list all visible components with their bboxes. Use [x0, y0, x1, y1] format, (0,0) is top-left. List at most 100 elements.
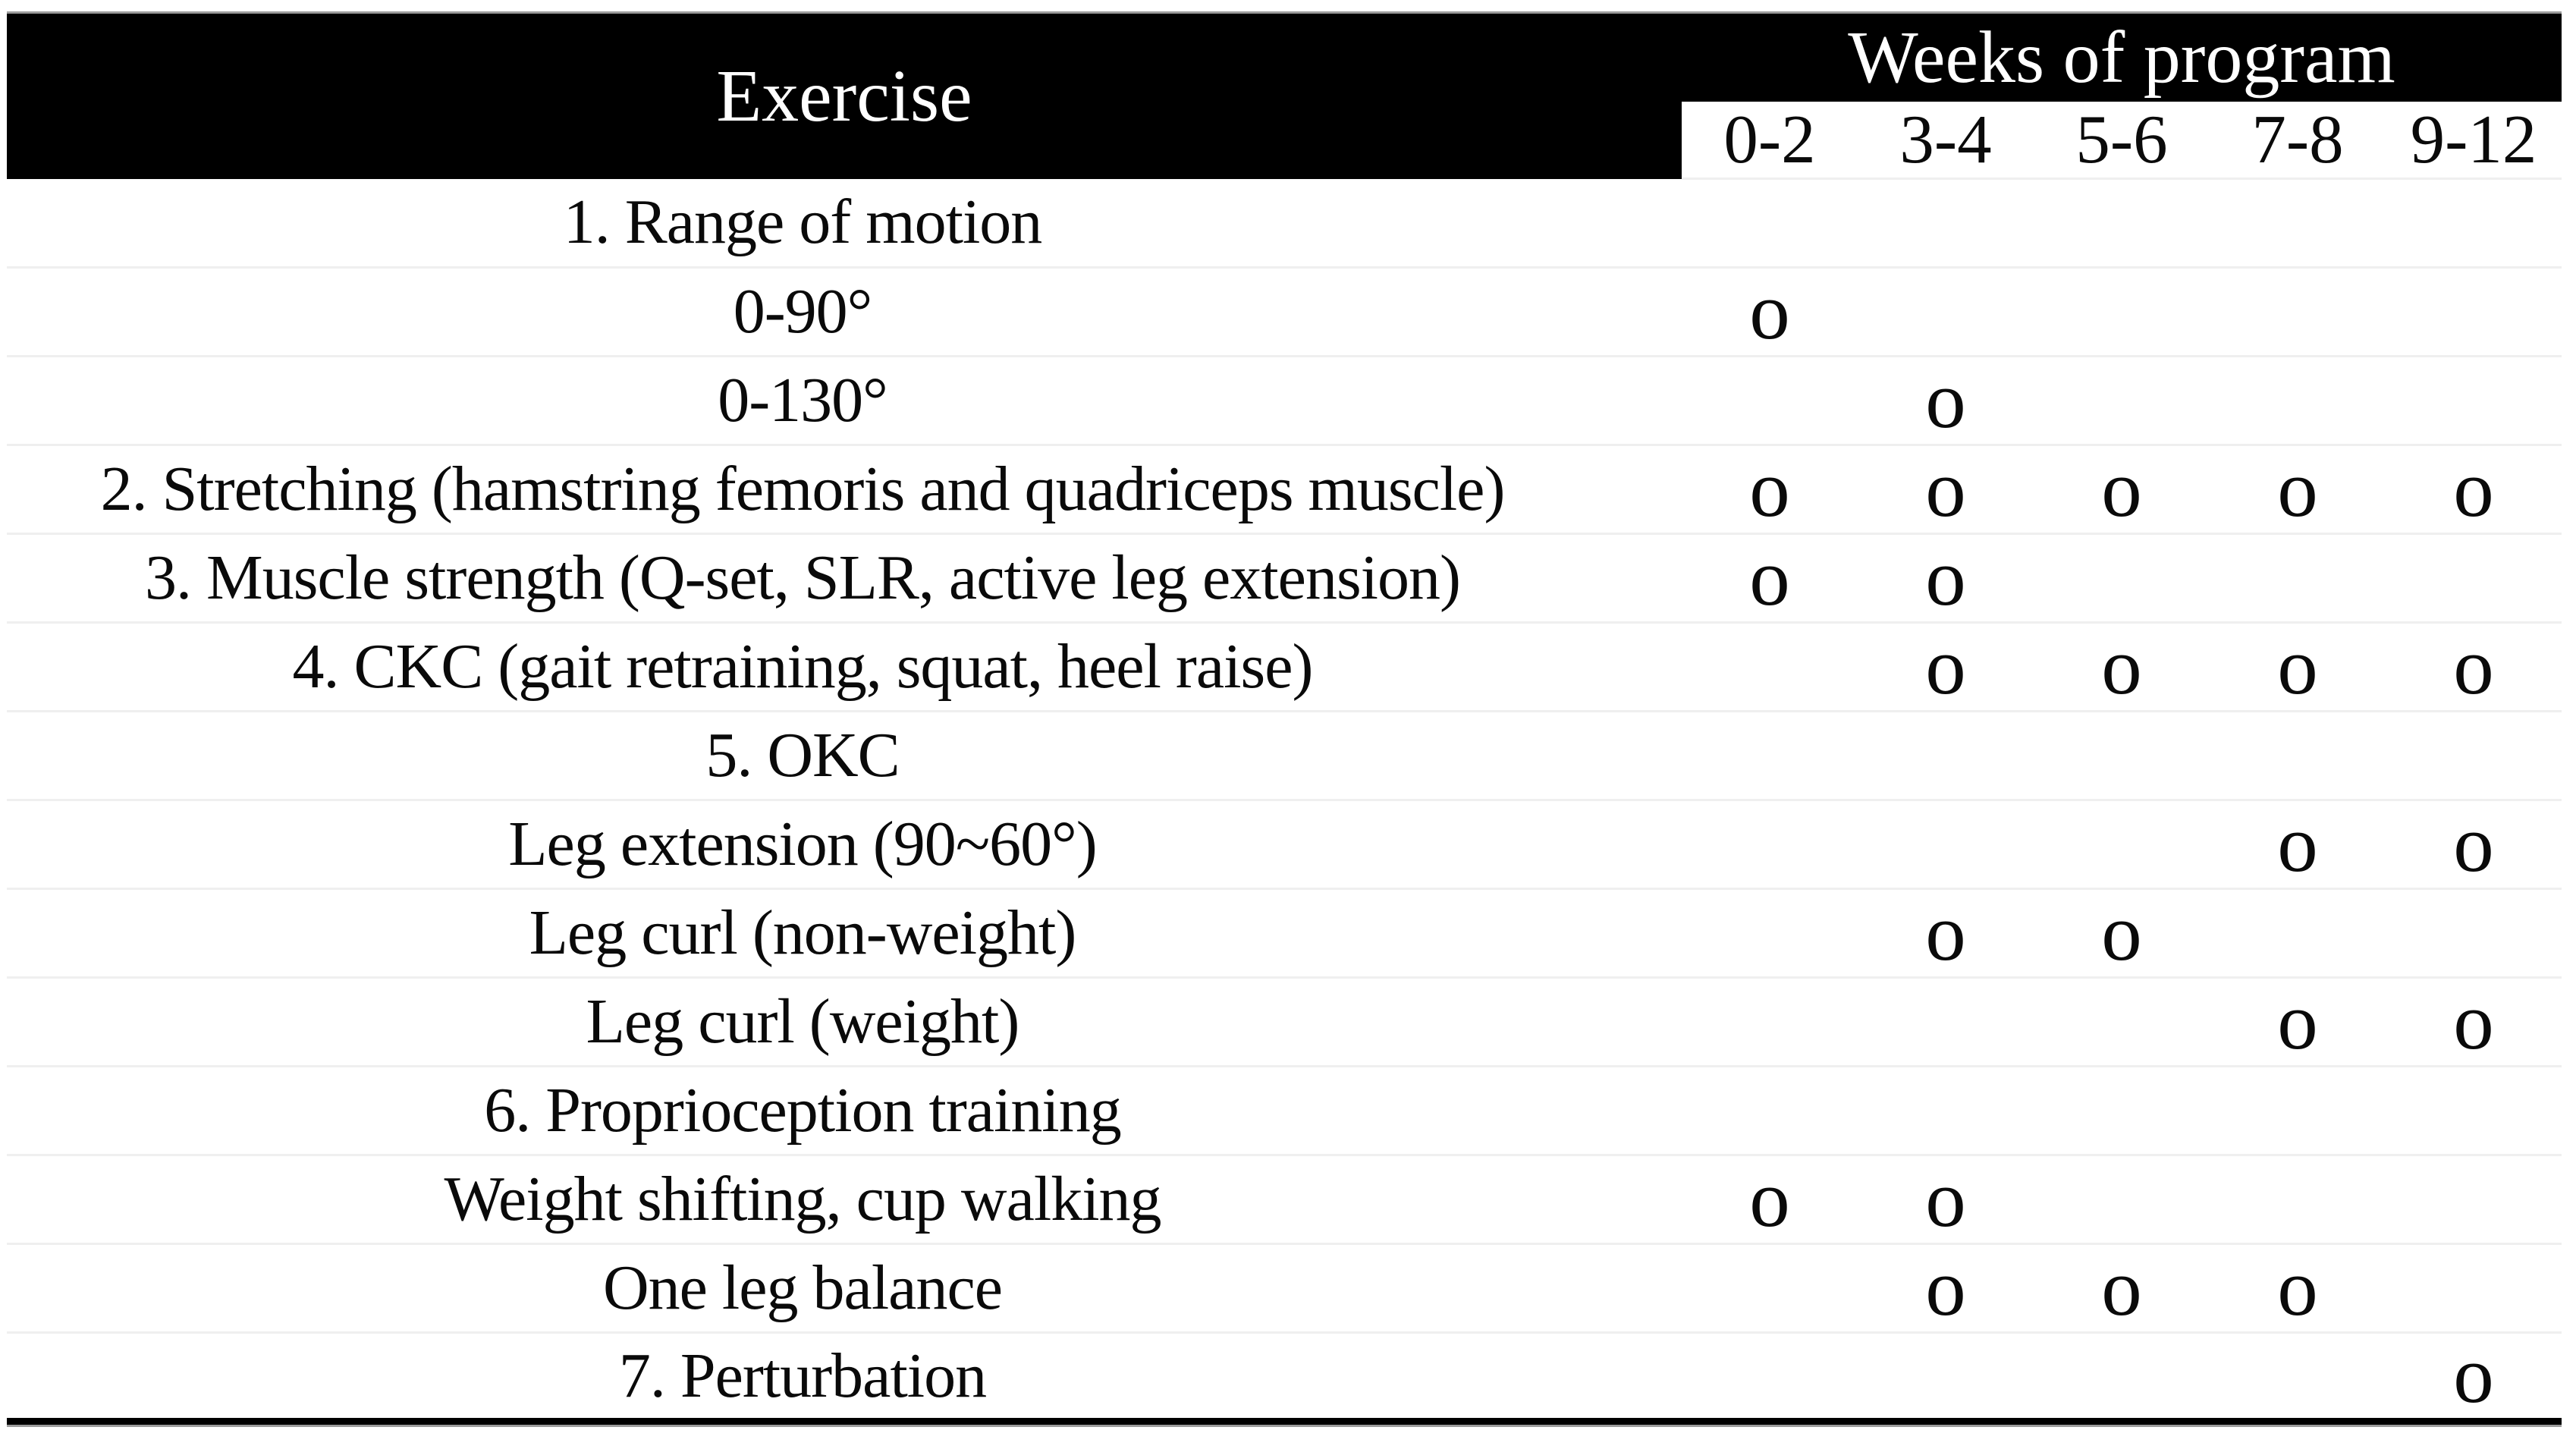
- header-row-weeks: 0-2 3-4 5-6 7-8 9-12: [7, 101, 2562, 180]
- schedule-mark: o: [1749, 533, 1790, 623]
- exercise-label: 6. Proprioception training: [7, 1066, 1682, 1156]
- week-range-header-0-2: 0-2: [1682, 101, 1858, 180]
- week-cell: o: [2386, 977, 2562, 1067]
- schedule-mark: o: [1925, 533, 1966, 623]
- exercise-label: 0-130°: [7, 356, 1682, 446]
- week-cell: o: [1858, 533, 2034, 624]
- week-cell: [2386, 1066, 2562, 1156]
- exercise-label: Weight shifting, cup walking: [7, 1155, 1682, 1245]
- table-row: 2. Stretching (hamstring femoris and qua…: [7, 445, 2562, 535]
- schedule-mark: o: [2277, 800, 2318, 889]
- table-row: 7. Perturbation o: [7, 1332, 2562, 1422]
- schedule-mark: o: [2453, 800, 2494, 889]
- week-cell: [2210, 1155, 2386, 1245]
- week-cell: o: [2386, 800, 2562, 890]
- schedule-mark: o: [1925, 888, 1966, 978]
- schedule-mark: o: [1749, 267, 1790, 357]
- week-cell: [1682, 1243, 1858, 1334]
- week-range-header-9-12: 9-12: [2386, 101, 2562, 180]
- schedule-mark: o: [1749, 445, 1790, 534]
- header-row-top: Exercise Weeks of program: [7, 12, 2562, 179]
- exercise-label: One leg balance: [7, 1243, 1682, 1334]
- weeks-of-program-header: Weeks of program: [1682, 12, 2562, 102]
- exercise-program-table: Exercise Weeks of program 0-2 3-4 5-6 7-…: [7, 11, 2562, 1425]
- week-cell: o: [2034, 622, 2210, 712]
- week-cell: [1858, 178, 2034, 269]
- week-cell: o: [1682, 267, 1858, 357]
- week-cell: [2034, 533, 2210, 624]
- table-row: Leg curl (weight) o o: [7, 977, 2562, 1067]
- schedule-mark: o: [2453, 977, 2494, 1067]
- exercise-column-header: Exercise: [7, 12, 1682, 179]
- week-cell: [1858, 800, 2034, 890]
- week-cell: [2386, 356, 2562, 446]
- week-cell: [2210, 267, 2386, 357]
- week-cell: [2034, 977, 2210, 1067]
- schedule-mark: o: [1925, 1243, 1966, 1333]
- table-row: One leg balance o o o: [7, 1243, 2562, 1334]
- table-row: Weight shifting, cup walking o o: [7, 1155, 2562, 1245]
- week-cell: [2210, 356, 2386, 446]
- week-cell: [1682, 1066, 1858, 1156]
- week-cell: [1682, 977, 1858, 1067]
- week-cell: [2386, 1155, 2562, 1245]
- schedule-mark: o: [2101, 622, 2142, 712]
- schedule-mark: o: [2101, 888, 2142, 978]
- week-cell: o: [1682, 445, 1858, 535]
- schedule-mark: o: [2277, 445, 2318, 534]
- table-row: 4. CKC (gait retraining, squat, heel rai…: [7, 622, 2562, 712]
- week-cell: [1682, 622, 1858, 712]
- week-cell: [2034, 1066, 2210, 1156]
- exercise-label: Leg curl (non-weight): [7, 888, 1682, 979]
- exercise-label: Leg curl (weight): [7, 977, 1682, 1067]
- week-cell: o: [2034, 888, 2210, 979]
- schedule-mark: o: [1925, 622, 1966, 712]
- exercise-label: Leg extension (90~60°): [7, 800, 1682, 890]
- schedule-mark: o: [2453, 445, 2494, 534]
- exercise-label: 4. CKC (gait retraining, squat, heel rai…: [7, 622, 1682, 712]
- week-cell: [1858, 267, 2034, 357]
- week-cell: [1682, 356, 1858, 446]
- table-row: 5. OKC: [7, 711, 2562, 801]
- schedule-mark: o: [1925, 1155, 1966, 1244]
- week-cell: [2210, 533, 2386, 624]
- week-cell: [1858, 1332, 2034, 1422]
- week-cell: [2210, 711, 2386, 801]
- week-cell: o: [2210, 1243, 2386, 1334]
- week-cell: o: [2034, 1243, 2210, 1334]
- table-row: Leg extension (90~60°) o o: [7, 800, 2562, 890]
- week-cell: o: [1858, 622, 2034, 712]
- table-row: 0-130° o: [7, 356, 2562, 446]
- week-cell: o: [2034, 445, 2210, 535]
- week-cell: [2210, 1332, 2386, 1422]
- exercise-label: 2. Stretching (hamstring femoris and qua…: [7, 445, 1682, 535]
- week-cell: [1858, 711, 2034, 801]
- week-cell: [2386, 533, 2562, 624]
- week-cell: [1858, 977, 2034, 1067]
- week-cell: o: [1858, 356, 2034, 446]
- schedule-mark: o: [1749, 1155, 1790, 1244]
- week-range-header-5-6: 5-6: [2034, 101, 2210, 180]
- schedule-mark: o: [2277, 622, 2318, 712]
- exercise-label: 1. Range of motion: [7, 178, 1682, 269]
- week-cell: o: [2386, 1332, 2562, 1422]
- table-row: 1. Range of motion: [7, 178, 2562, 269]
- week-cell: o: [1858, 888, 2034, 979]
- exercise-label: 5. OKC: [7, 711, 1682, 801]
- table-body: 1. Range of motion 0-90° o 0-130° o 2. S…: [7, 178, 2562, 1422]
- week-range-header-7-8: 7-8: [2210, 101, 2386, 180]
- week-cell: [1682, 800, 1858, 890]
- table-row: 6. Proprioception training: [7, 1066, 2562, 1156]
- schedule-mark: o: [2453, 1332, 2494, 1420]
- week-cell: [2210, 178, 2386, 269]
- week-range-header-3-4: 3-4: [1858, 101, 2034, 180]
- week-cell: [2386, 1243, 2562, 1334]
- week-cell: o: [2210, 800, 2386, 890]
- week-cell: [2034, 800, 2210, 890]
- week-cell: [2034, 178, 2210, 269]
- week-cell: [2210, 888, 2386, 979]
- exercise-label: 7. Perturbation: [7, 1332, 1682, 1422]
- week-cell: [1682, 1332, 1858, 1422]
- week-cell: [2386, 178, 2562, 269]
- week-cell: [2034, 267, 2210, 357]
